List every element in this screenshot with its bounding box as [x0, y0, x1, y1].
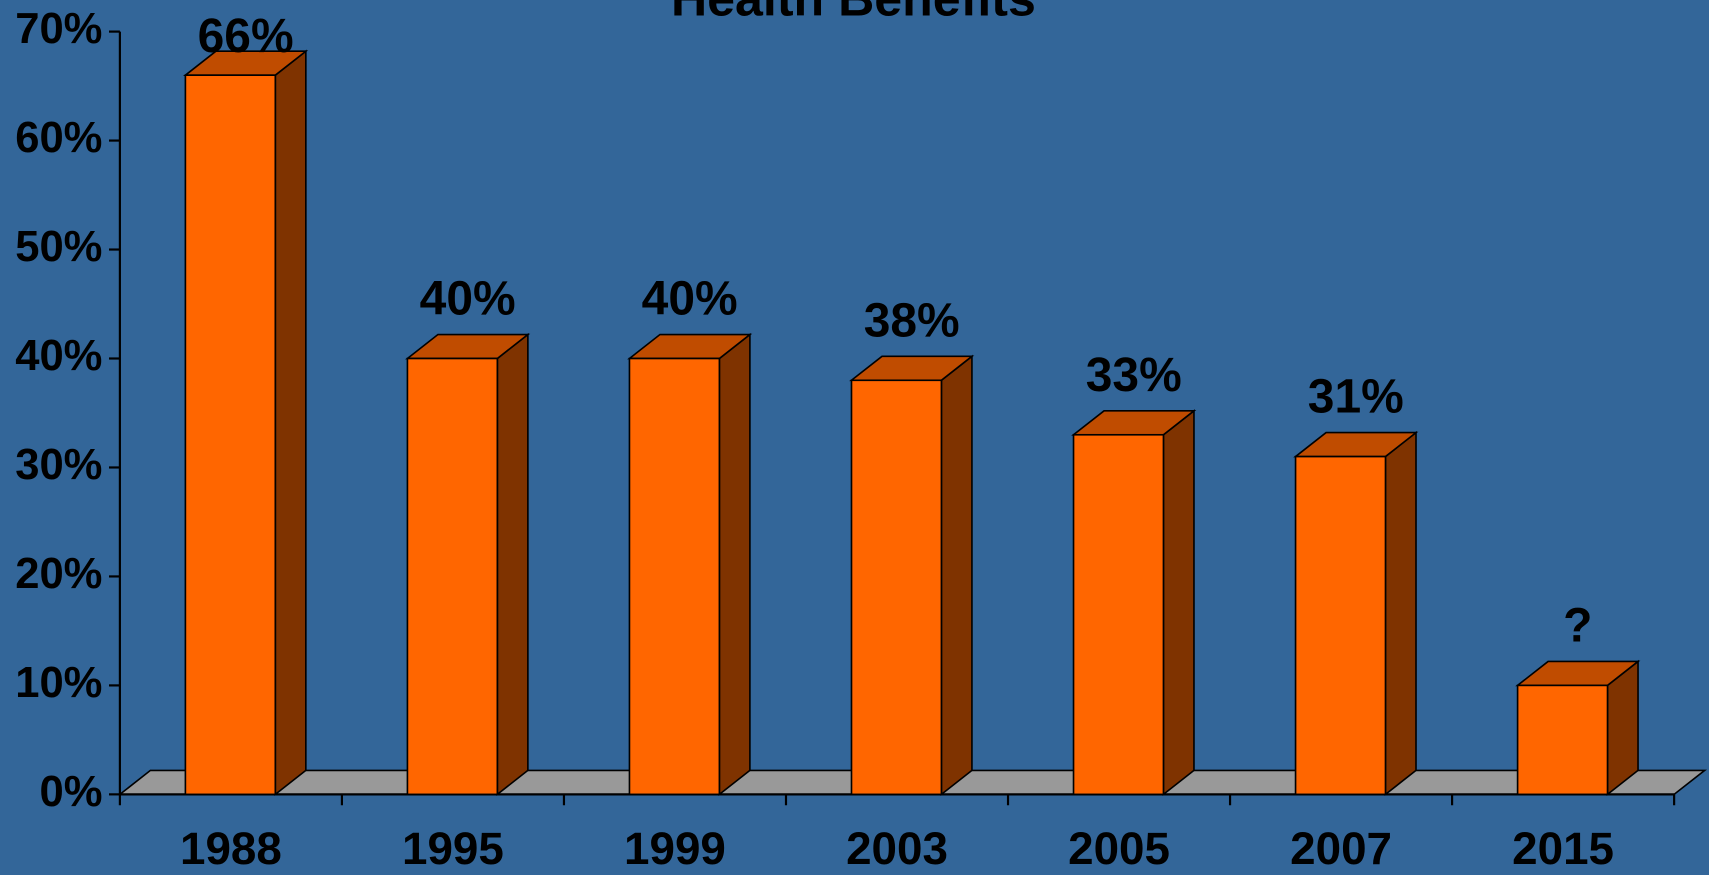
bar-front: [850, 379, 943, 796]
x-tick-label: 2007: [1290, 823, 1392, 874]
bar-side: [274, 49, 307, 797]
value-label: 31%: [1308, 371, 1404, 424]
x-tick-label: 1995: [402, 823, 504, 874]
y-tick-label: 70%: [15, 5, 102, 53]
bar-front: [1072, 433, 1165, 796]
y-tick-label: 0%: [39, 768, 102, 816]
bar-front: [628, 357, 721, 796]
value-label: 33%: [1086, 349, 1182, 402]
bar-front: [406, 357, 499, 796]
y-tick-label: 20%: [15, 550, 102, 598]
x-tick-label: 2005: [1068, 823, 1170, 874]
value-label: 66%: [198, 10, 294, 63]
x-tick-label: 2003: [846, 823, 948, 874]
value-label: 40%: [642, 273, 738, 326]
y-tick-label: 10%: [15, 659, 102, 707]
bar-front: [184, 74, 277, 796]
value-label: ?: [1563, 599, 1592, 652]
y-tick-label: 50%: [15, 223, 102, 271]
bar: [183, 49, 309, 797]
bar-side: [718, 332, 751, 797]
bar: [849, 354, 975, 797]
bar-front: [1294, 455, 1387, 796]
x-tick-label: 2015: [1512, 823, 1614, 874]
value-label: 38%: [864, 294, 960, 347]
x-tick-label: 1988: [180, 823, 282, 874]
bar-side: [1162, 409, 1195, 797]
bar-side: [1384, 430, 1417, 797]
x-tick-label: 1999: [624, 823, 726, 874]
bar: [405, 332, 531, 797]
bar-side: [496, 332, 529, 797]
bar: [627, 332, 753, 797]
bar-side: [940, 354, 973, 797]
y-tick-label: 60%: [15, 114, 102, 162]
bar: [1071, 409, 1197, 797]
bar: [1293, 430, 1419, 797]
bar-front: [1516, 684, 1609, 796]
bar: [1515, 659, 1641, 797]
value-label: 40%: [420, 273, 516, 326]
y-tick-label: 30%: [15, 441, 102, 489]
y-tick-label: 40%: [15, 332, 102, 380]
chart-title: Health Benefits: [671, 0, 1036, 26]
